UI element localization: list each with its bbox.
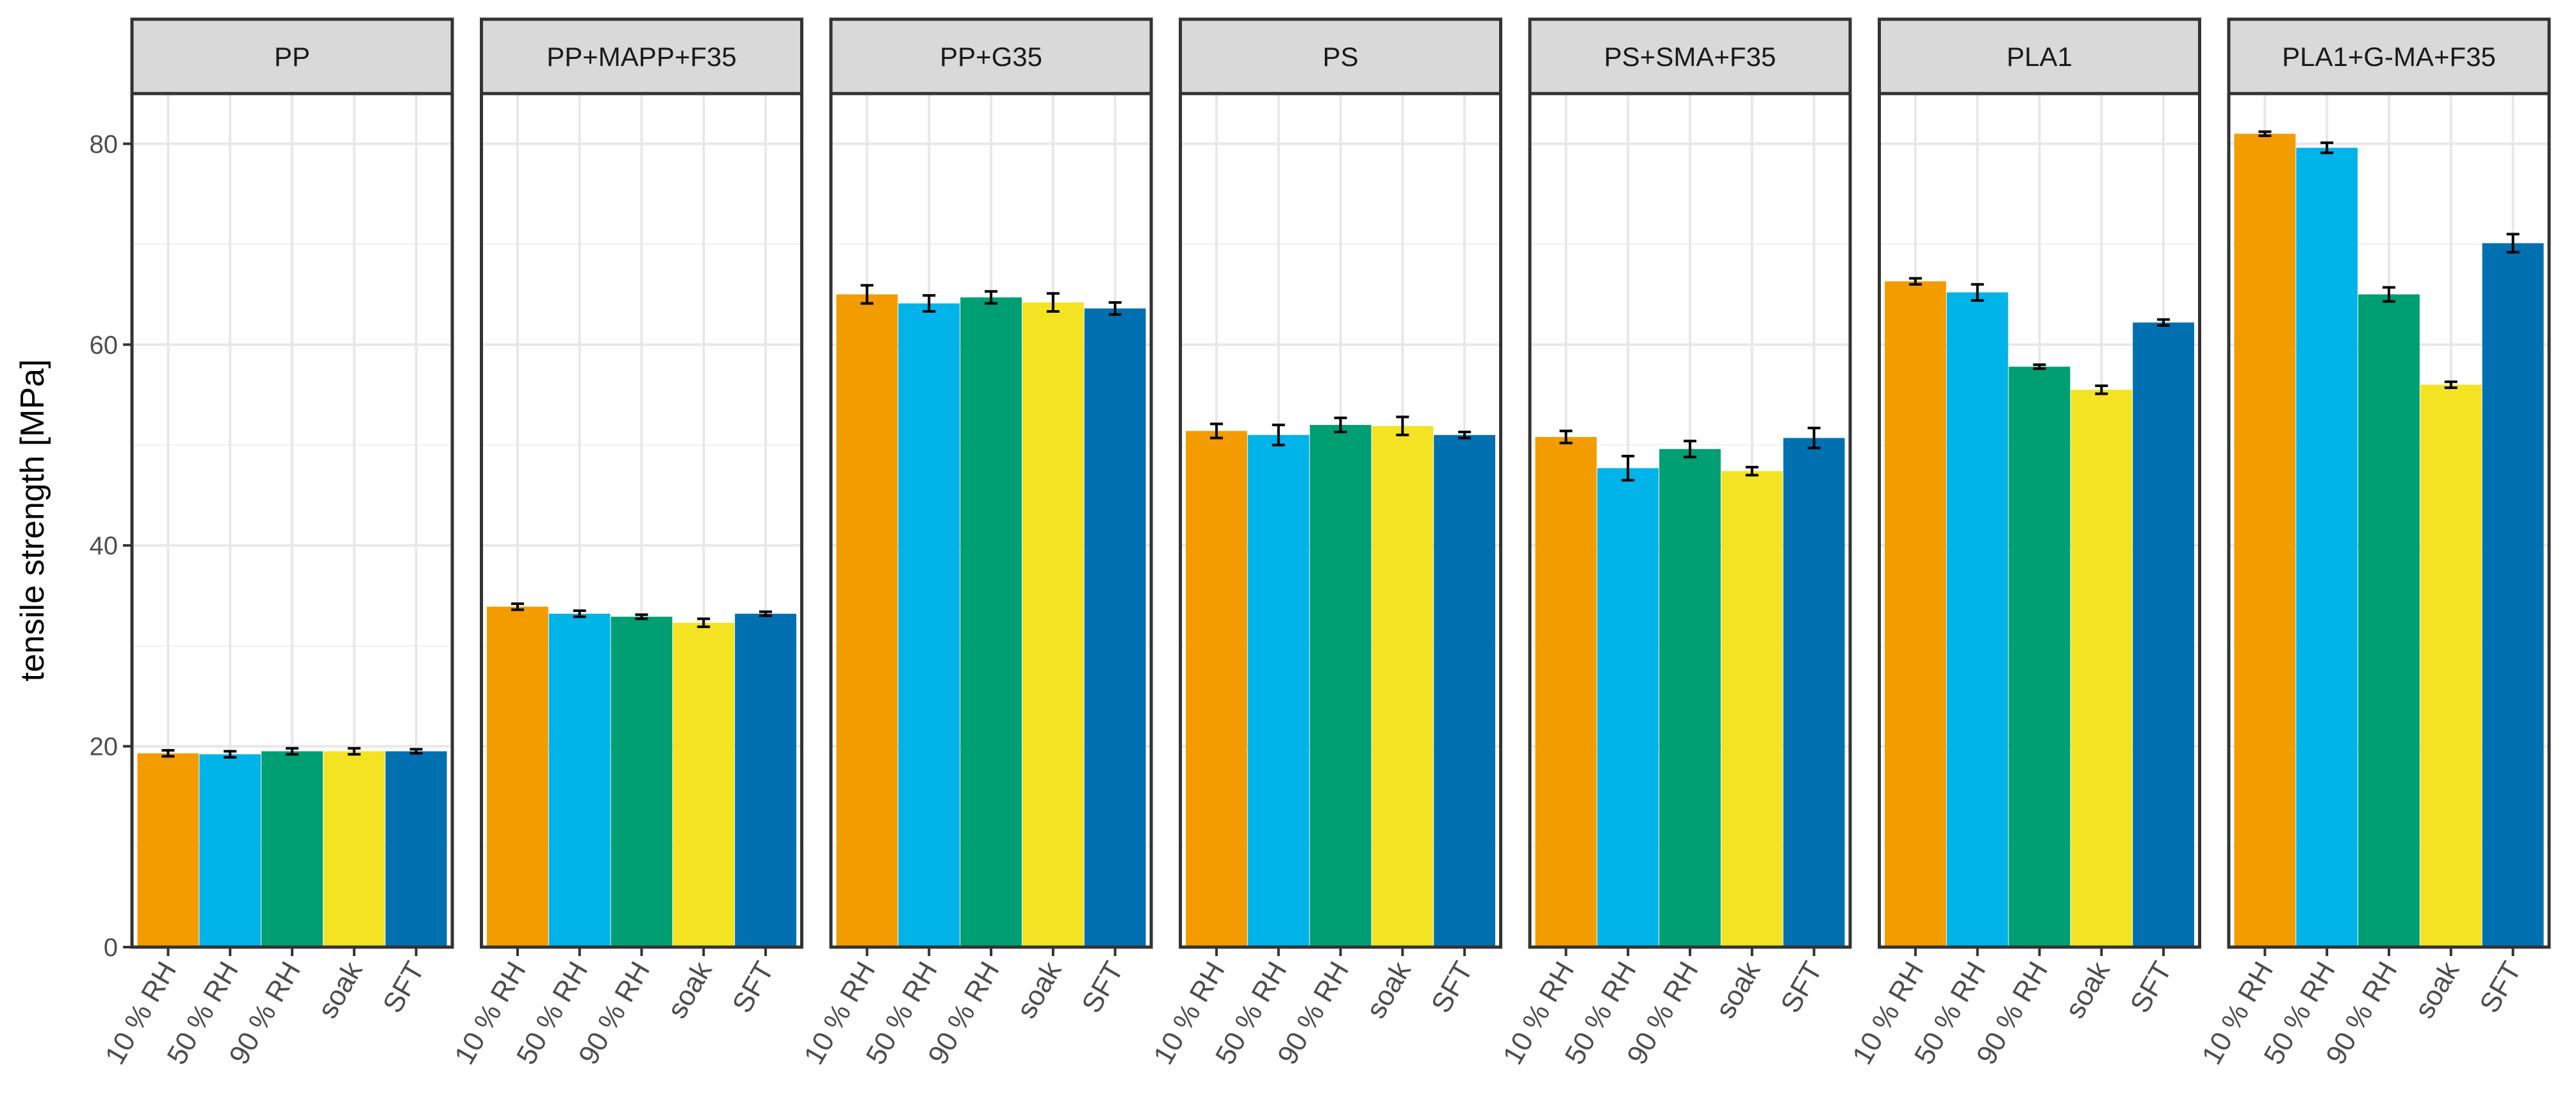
y-tick-label: 40 [90,532,119,560]
bar-pp-mapp-f35-10-rh [486,606,548,947]
bar-pla1-90-rh [2008,367,2071,947]
x-tick-label: SFT [1425,957,1479,1018]
bar-ps-90-rh [1309,425,1372,947]
x-tick-label: soak [2059,956,2116,1024]
bar-pp-mapp-f35-50-rh [548,613,611,947]
x-tick-label: SFT [2124,957,2178,1018]
bar-pp-g35-10-rh [836,294,898,948]
bar-pp-g35-50-rh [898,303,960,948]
x-tick-label: soak [661,956,718,1024]
x-tick-label: soak [312,956,369,1024]
facet-strip [1179,17,1502,95]
bar-pla1-g-ma-f35-50-rh [2296,147,2358,947]
bar-pp-90-rh [261,751,323,947]
facet-strip [1528,17,1852,95]
bar-ps-sma-f35-90-rh [1659,449,1721,947]
facet-strip [1878,17,2201,95]
facet-strip [480,17,803,95]
bar-pla1-g-ma-f35-sft [2482,243,2544,948]
y-tick-label: 20 [90,733,119,761]
facet-strip [2227,17,2551,95]
bar-ps-sft [1434,434,1496,947]
bar-pp-sft [385,751,447,947]
x-tick-label: SFT [726,957,780,1018]
bar-pla1-soak [2071,390,2133,947]
x-tick-label: soak [1710,956,1767,1024]
bar-ps-50-rh [1247,434,1309,947]
bar-ps-sma-f35-50-rh [1597,468,1659,947]
bar-ps-10-rh [1185,431,1247,947]
facet-strip [829,17,1153,95]
x-tick-label: SFT [1775,957,1828,1018]
bar-ps-soak [1372,425,1434,947]
bar-pp-mapp-f35-90-rh [611,616,673,947]
bar-pp-g35-soak [1022,302,1084,947]
x-tick-label: soak [1360,956,1417,1024]
facet-title: PS+SMA+F35 [1604,42,1776,72]
bar-pp-mapp-f35-sft [735,613,797,947]
bar-pp-soak [323,751,385,947]
x-tick-label: SFT [2473,957,2527,1018]
y-tick-label: 0 [104,934,118,962]
bar-pla1-g-ma-f35-10-rh [2234,133,2296,947]
bar-ps-sma-f35-sft [1783,438,1845,947]
facet-title: PP+MAPP+F35 [546,42,736,72]
facet-strip [130,17,454,95]
bar-pla1-sft [2133,322,2195,947]
bar-pp-50-rh [199,754,261,947]
x-tick-label: soak [2409,956,2466,1024]
facet-title: PS [1322,42,1358,72]
x-tick-label: soak [1011,956,1068,1024]
bar-pp-g35-90-rh [960,297,1022,948]
bar-pla1-10-rh [1884,281,1946,947]
bar-pla1-g-ma-f35-90-rh [2358,294,2420,948]
bar-pp-10-rh [137,753,199,947]
bar-pp-mapp-f35-soak [673,622,735,947]
bar-pp-g35-sft [1084,308,1146,947]
facet-title: PLA1+G-MA+F35 [2282,42,2496,72]
y-tick-label: 80 [90,130,119,158]
x-tick-label: SFT [1076,957,1129,1018]
y-tick-label: 60 [90,331,119,359]
bar-pla1-50-rh [1946,292,2008,947]
x-tick-label: SFT [377,957,431,1018]
facet-title: PP [274,42,310,72]
facet-title: PLA1 [2006,42,2072,72]
bar-ps-sma-f35-10-rh [1535,436,1597,947]
y-axis-label: tensile strength [MPa] [14,359,51,682]
facet-title: PP+G35 [940,42,1042,72]
bar-ps-sma-f35-soak [1721,471,1783,947]
bar-pla1-g-ma-f35-soak [2420,384,2482,947]
